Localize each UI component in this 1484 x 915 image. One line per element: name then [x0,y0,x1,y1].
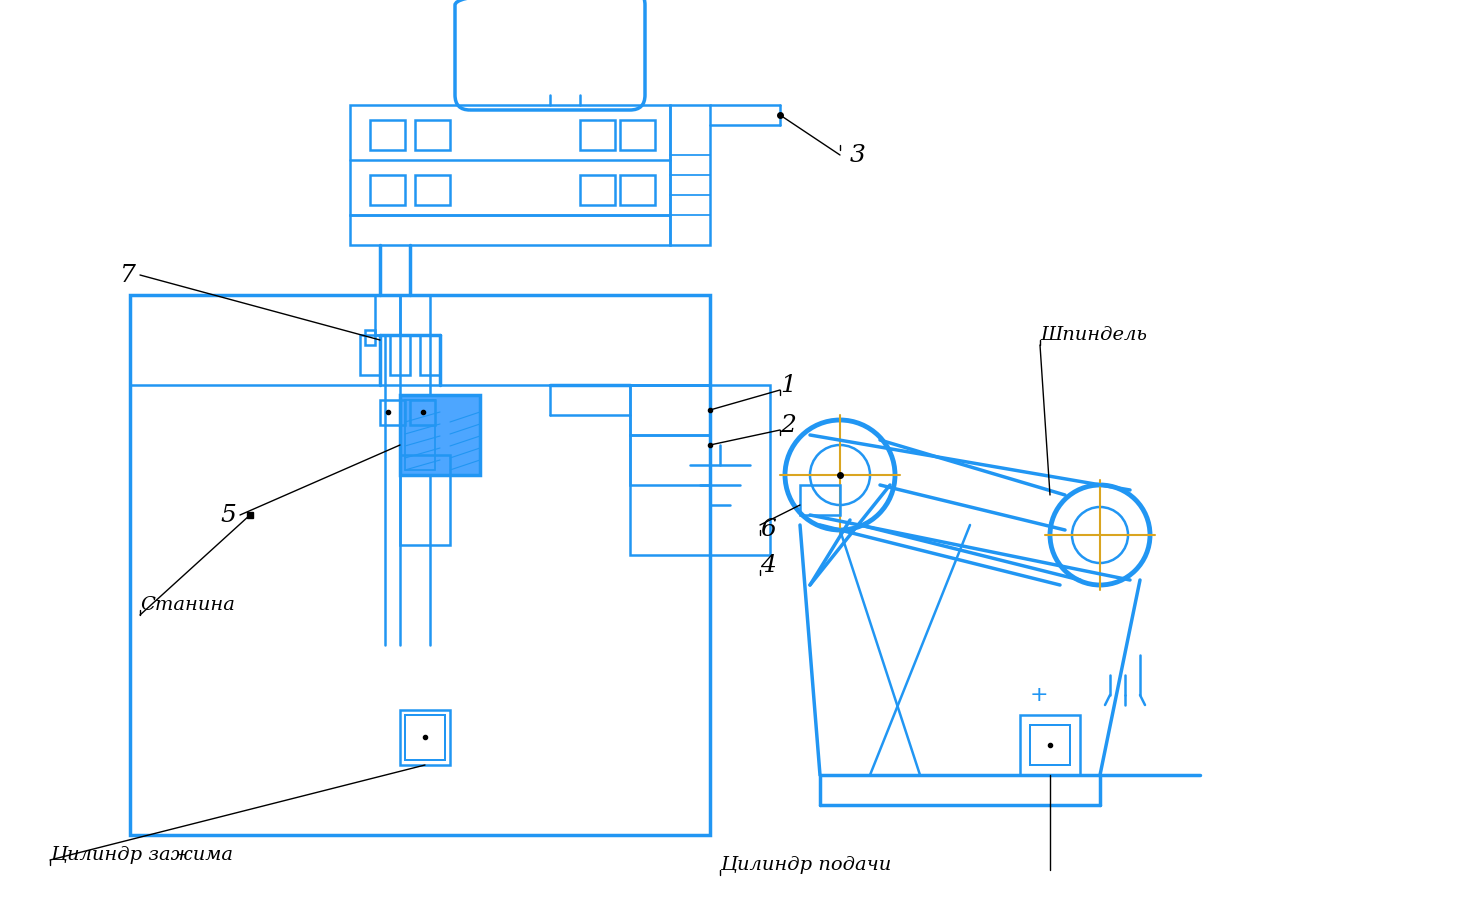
Bar [631,435,709,485]
Text: 4: 4 [760,554,776,576]
Bar [631,385,770,555]
Text: +: + [1030,685,1049,705]
Text: Цилиндр зажима: Цилиндр зажима [50,846,233,864]
Text: 6: 6 [760,519,776,542]
Bar [131,295,709,835]
Bar [401,395,479,475]
Bar [401,455,450,545]
Bar [350,215,669,245]
Text: 1: 1 [781,373,795,396]
Bar [350,105,669,215]
Text: Цилиндр подачи: Цилиндр подачи [720,856,892,874]
Bar [410,400,435,425]
Bar [669,105,709,245]
Bar [620,120,654,150]
Bar [375,295,401,335]
Text: 7: 7 [120,264,137,286]
Text: Шпиндель: Шпиндель [1040,326,1147,344]
Text: 2: 2 [781,414,795,436]
Text: Станина: Станина [139,596,234,614]
Bar [380,400,405,425]
Text: 3: 3 [850,144,865,167]
Bar [420,335,439,375]
Bar [361,335,380,375]
Bar [365,330,375,345]
Bar [416,175,450,205]
Bar [401,710,450,765]
Text: 5: 5 [220,503,236,526]
Bar [405,400,435,470]
Bar [580,120,614,150]
Bar [390,335,410,375]
Bar [370,120,405,150]
Bar [1030,725,1070,765]
Bar [405,715,445,760]
Bar [631,385,709,435]
Bar [1020,715,1080,775]
Bar [580,175,614,205]
Bar [370,175,405,205]
Bar [800,485,840,515]
Bar [416,120,450,150]
Bar [620,175,654,205]
Bar [131,295,709,385]
